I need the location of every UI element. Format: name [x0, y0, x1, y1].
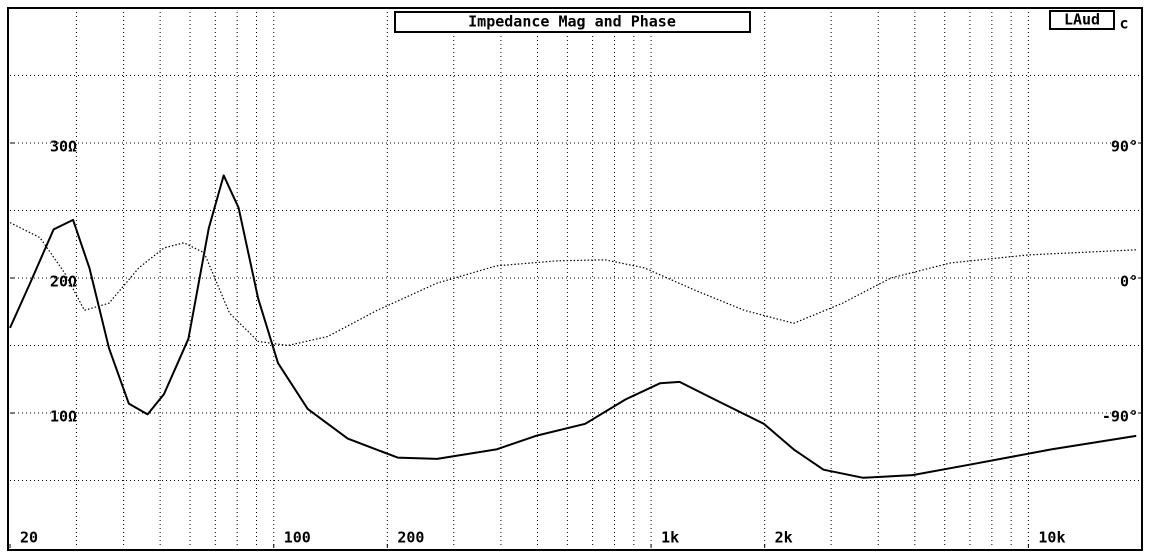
x-tick-label: 100 [284, 529, 311, 547]
x-tick-label: 1k [661, 529, 679, 547]
y2-tick-label: 0° [1120, 273, 1138, 291]
magnitude-line [9, 174, 1137, 479]
y-tick-label: 30Ω [50, 138, 77, 156]
logo: LAud [1064, 11, 1100, 29]
plot-frame [7, 7, 1143, 551]
y-tick-label: 10Ω [50, 408, 77, 426]
title-box [394, 11, 751, 33]
x-tick-label: 2k [775, 529, 793, 547]
logo-sub: c [1119, 15, 1128, 33]
chart-title: Impedance Mag and Phase [468, 13, 676, 31]
x-tick-label: 200 [397, 529, 424, 547]
x-tick-label: 20 [20, 529, 38, 547]
y-tick-label: 20Ω [50, 273, 77, 291]
y2-tick-label: 90° [1111, 138, 1138, 156]
phase-line [9, 222, 1137, 347]
logo-box [1049, 10, 1115, 30]
x-tick-label: 10k [1038, 529, 1065, 547]
y2-tick-label: -90° [1102, 408, 1138, 426]
